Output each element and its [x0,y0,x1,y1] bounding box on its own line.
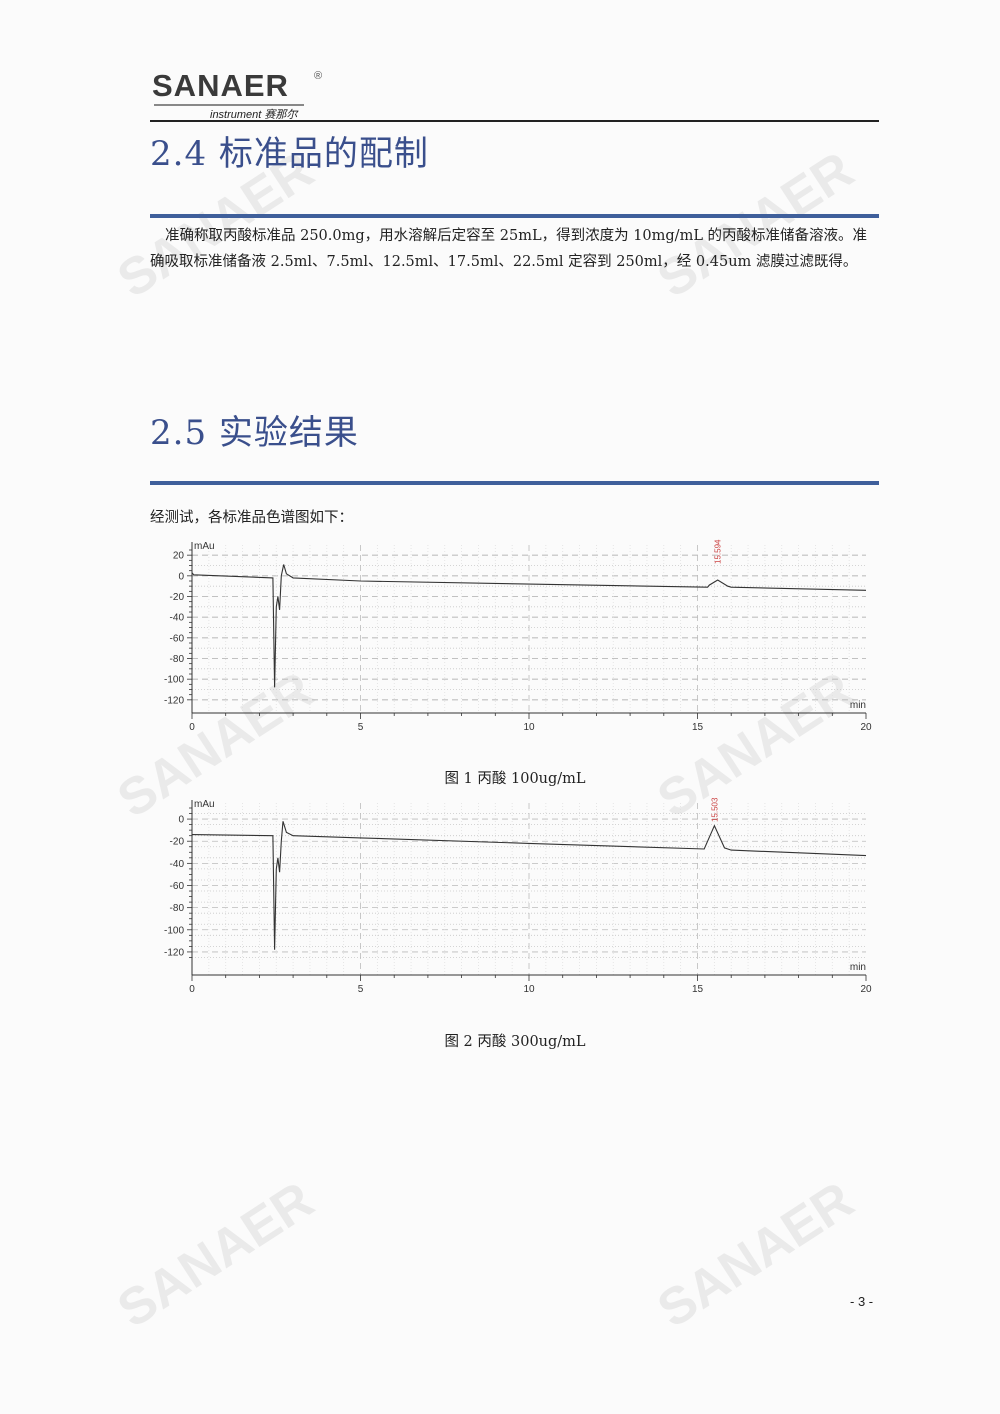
x-tick-label: 15 [692,722,704,733]
company-logo: SANAER instrument 赛那尔 ® [152,68,332,122]
figure-caption-1: 图 1 丙酸 100ug/mL [444,771,586,787]
logo-underline [154,104,304,106]
y-tick-label: -20 [170,592,185,603]
x-tick-label: 20 [860,722,872,733]
peak-retention-label: 15.594 [714,539,723,564]
preparation-paragraph: 准确称取丙酸标准品 250.0mg，用水溶解后定容至 25mL，得到浓度为 10… [150,228,868,270]
logo-subtitle: instrument 赛那尔 [210,109,298,121]
y-tick-label: -120 [164,695,184,706]
y-tick-label: 0 [178,571,184,582]
x-tick-label: 20 [860,984,872,995]
x-tick-label: 0 [189,722,195,733]
x-axis-label: min [850,962,866,973]
x-tick-label: 5 [358,984,364,995]
y-tick-label: -40 [170,613,185,624]
watermark-logo: SANAER [647,1170,864,1340]
page-number: - 3 - [850,1294,874,1309]
section-heading-2-5: 2.5 实验结果 [150,413,359,453]
y-tick-label: -40 [170,859,185,870]
figure-caption-2: 图 2 丙酸 300ug/mL [444,1034,586,1050]
y-tick-label: -120 [164,947,184,958]
chromatogram-trace [191,821,867,950]
y-tick-label: -80 [170,654,185,665]
section-rule [150,214,879,218]
chromatogram-1: 20 0 -20 -40 -60 -80 -100 -120 0 5 10 15 20 mAu min 15.… [164,539,872,733]
results-intro: 经测试，各标准品色谱图如下： [150,510,353,526]
y-tick-label: -100 [164,675,184,686]
y-tick-label: 20 [173,551,185,562]
section-heading-2-4: 2.4 标准品的配制 [150,134,429,174]
x-axis-label: min [850,700,866,711]
x-tick-label: 0 [189,984,195,995]
registered-mark: ® [314,70,323,82]
y-tick-label: -100 [164,925,184,936]
y-tick-label: 0 [178,815,184,826]
y-axis-label: mAu [194,541,215,552]
chromatogram-trace [191,564,867,688]
chromatogram-2: 0 -20 -40 -60 -80 -100 -120 0 5 10 15 20 mAu min 15.50… [164,798,872,995]
x-tick-label: 10 [523,984,535,995]
header-rule [150,120,879,122]
x-tick-label: 5 [358,722,364,733]
x-tick-label: 15 [692,984,704,995]
section-rule [150,481,879,485]
y-axis-label: mAu [194,799,215,810]
y-tick-label: -20 [170,837,185,848]
y-tick-label: -80 [170,903,185,914]
y-tick-label: -60 [170,881,185,892]
y-tick-label: -60 [170,633,185,644]
watermark-logo: SANAER [107,1170,324,1340]
logo-name: SANAER [152,68,289,103]
x-tick-label: 10 [523,722,535,733]
peak-retention-label: 15.503 [710,798,719,822]
